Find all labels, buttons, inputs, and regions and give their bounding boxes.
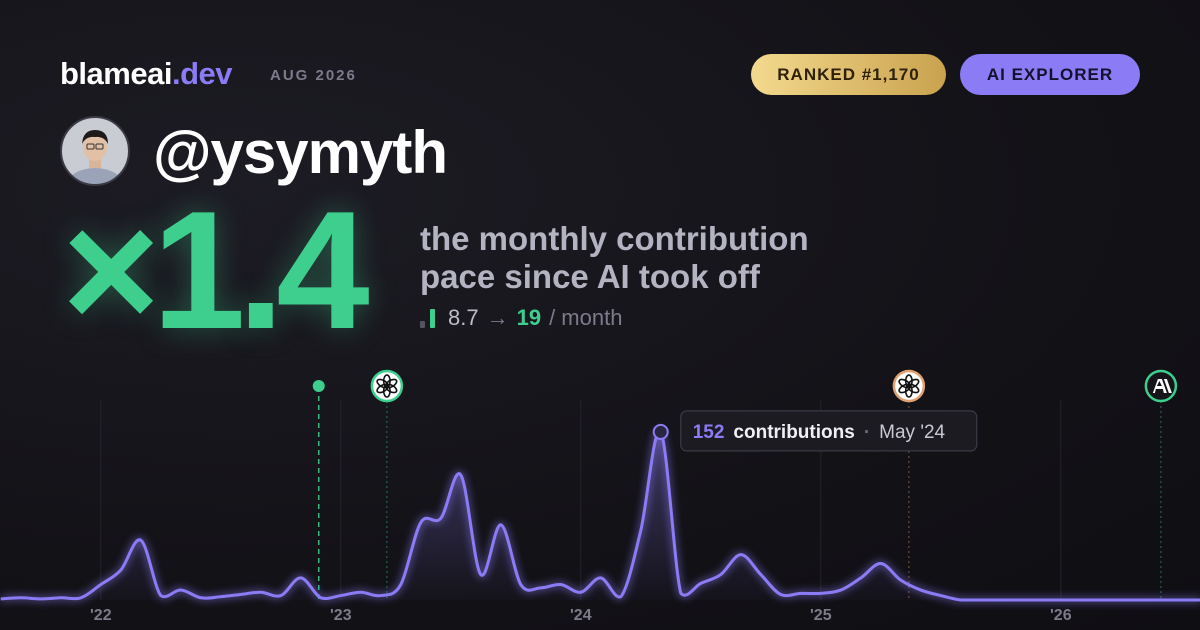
event-dot	[312, 380, 325, 392]
tooltip-label: contributions	[733, 422, 854, 443]
line	[0, 429, 1200, 602]
stat-before: 8.7	[448, 305, 479, 330]
tooltip-date: May '24	[879, 422, 945, 443]
caption-line: the monthly contribution	[420, 220, 809, 257]
event-marker	[892, 369, 926, 600]
multiplier: ×1.4	[62, 176, 370, 364]
tooltip-value: 152	[693, 422, 725, 443]
event-icon-glyph	[1163, 379, 1172, 393]
stats-icon	[420, 309, 435, 328]
event-icon-petal	[898, 378, 911, 389]
caption-line: pace since AI took off	[420, 258, 760, 295]
x-tick-label: '23	[330, 607, 352, 624]
tooltip-separator: ·	[864, 422, 870, 443]
event-marker	[370, 369, 404, 600]
stats: 8.7 → 19 / month	[420, 305, 622, 331]
event-icon-petal	[376, 378, 389, 389]
x-tick-label: '24	[570, 607, 592, 624]
stat-unit: / month	[549, 305, 623, 330]
x-tick-label: '22	[90, 607, 112, 624]
event-marker	[1144, 369, 1178, 600]
stat-arrow: →	[486, 305, 509, 330]
area	[0, 431, 1200, 601]
handle: @ysymyth	[153, 119, 448, 186]
peak-ring	[652, 423, 669, 440]
event-icon	[892, 369, 926, 403]
event-marker	[312, 380, 325, 600]
brand-name: blameai	[60, 56, 172, 91]
rank-badge: RANKED #1,170	[751, 54, 946, 95]
brand: blameai.dev	[60, 56, 232, 92]
x-tick-label: '26	[1050, 607, 1072, 624]
event-icon-glyph	[1152, 379, 1167, 393]
avatar	[60, 116, 130, 186]
tooltip: 152 contributions · May '24	[680, 410, 978, 452]
tier-badge: AI EXPLORER	[960, 54, 1140, 95]
stat-after: 19	[516, 305, 542, 330]
event-icon	[370, 369, 404, 403]
tooltip-box	[680, 410, 978, 452]
tooltip-text: 152 contributions · May '24	[693, 422, 946, 443]
brand-tld: .dev	[171, 56, 233, 91]
x-tick-label: '25	[810, 607, 832, 624]
line-glow	[0, 428, 1200, 604]
date: AUG 2026	[270, 67, 357, 84]
